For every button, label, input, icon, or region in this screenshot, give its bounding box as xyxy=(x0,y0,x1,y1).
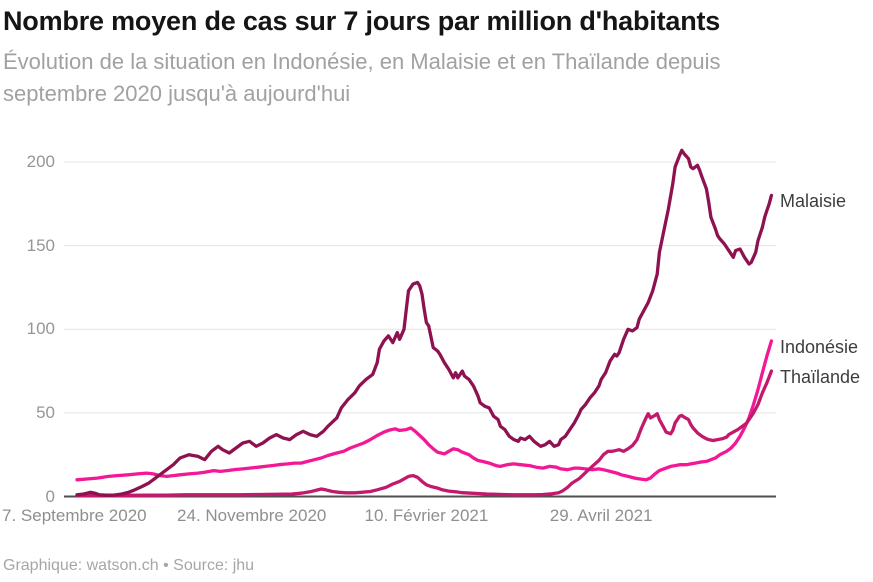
chart-subtitle-line2: septembre 2020 jusqu'à aujourd'hui xyxy=(3,81,351,106)
series-line-indonesie xyxy=(75,339,774,482)
series-label-malaisie: Malaisie xyxy=(780,191,847,212)
series-label-thailande: Thaïlande xyxy=(780,367,861,388)
x-tick-label-3: 29. Avril 2021 xyxy=(549,506,653,525)
series-label-indonesie: Indonésie xyxy=(780,336,859,357)
y-tick-label-200: 200 xyxy=(26,152,55,171)
chart-title: Nombre moyen de cas sur 7 jours par mill… xyxy=(3,6,721,36)
series-line-thailande xyxy=(75,369,774,498)
y-tick-label-50: 50 xyxy=(36,402,55,422)
x-tick-label-2: 10. Février 2021 xyxy=(364,506,489,525)
y-tick-label-150: 150 xyxy=(26,235,55,255)
x-tick-label-0: 7. Septembre 2020 xyxy=(2,506,147,525)
series-line-malaisie xyxy=(75,148,774,497)
y-tick-label-0: 0 xyxy=(45,486,55,506)
source-credit: Graphique: watson.ch • Source: jhu xyxy=(3,557,255,574)
x-tick-label-1: 24. Novembre 2020 xyxy=(177,506,327,525)
chart-subtitle-line1: Évolution de la situation en Indonésie, … xyxy=(3,49,721,74)
y-tick-label-100: 100 xyxy=(26,319,55,339)
